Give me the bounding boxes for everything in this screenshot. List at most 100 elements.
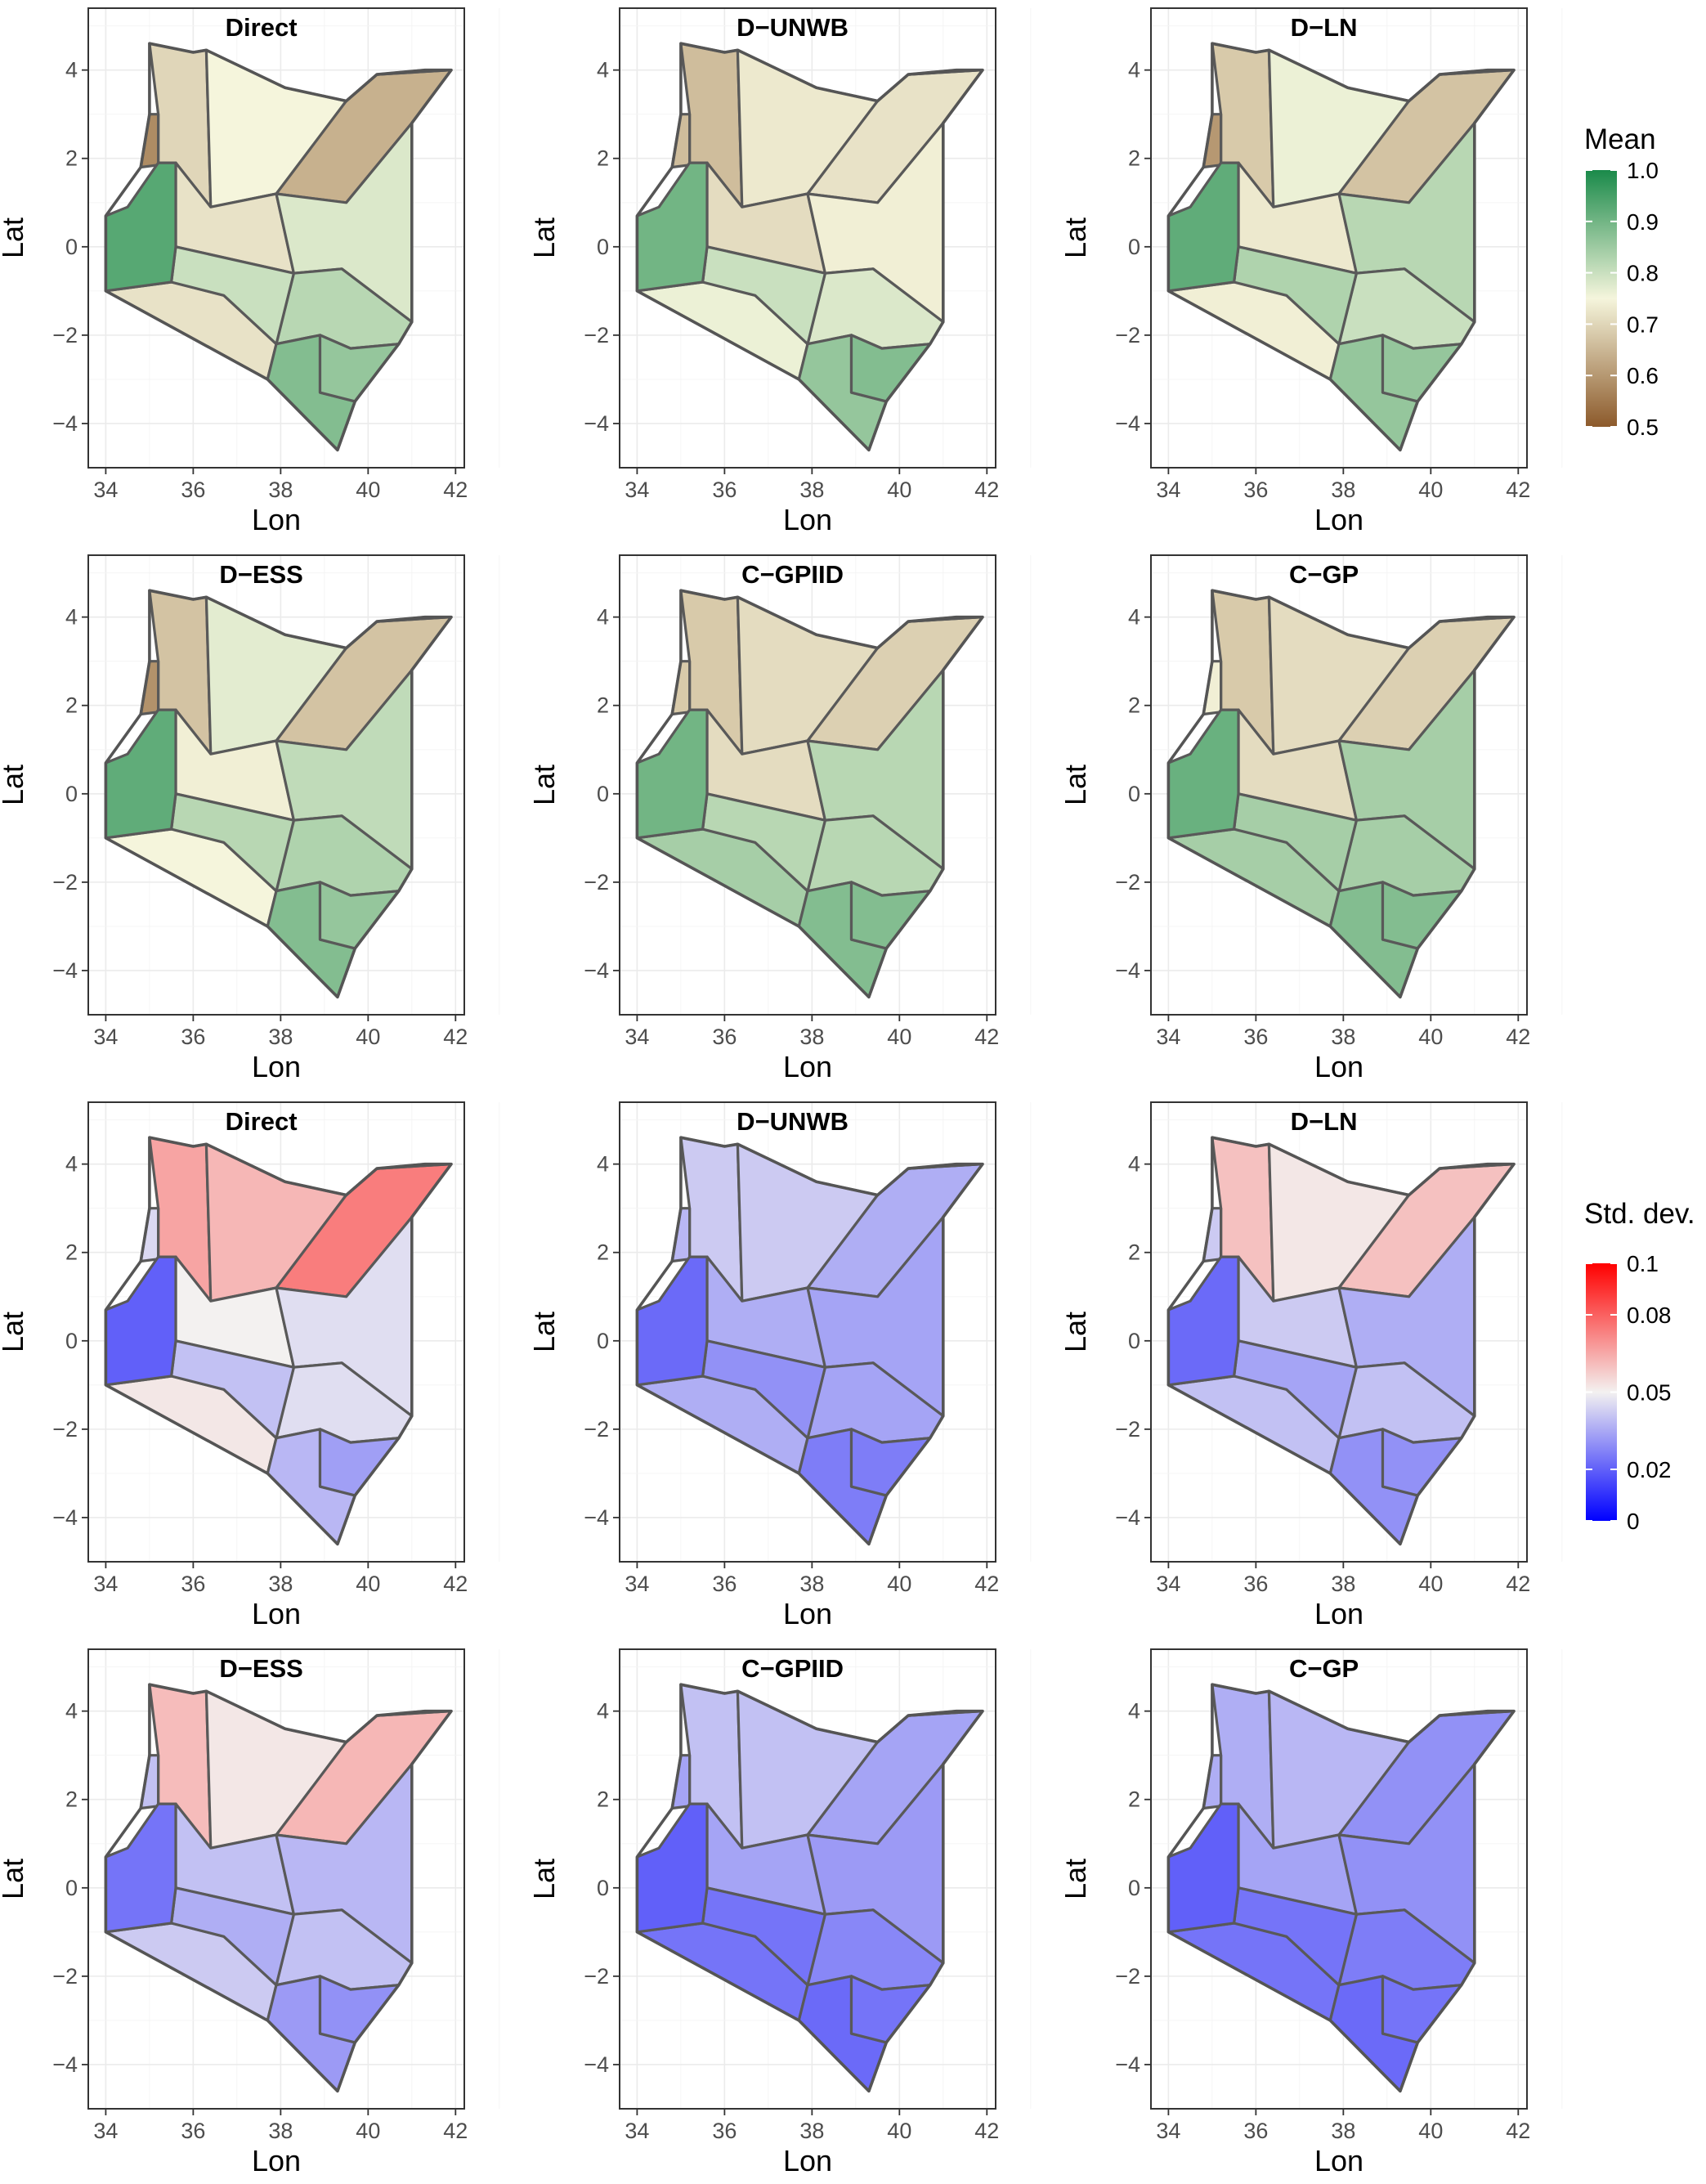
y-tick-label: 4 bbox=[1128, 58, 1140, 83]
legend-tick-label: 0.9 bbox=[1627, 209, 1659, 235]
y-tick-label: 4 bbox=[1128, 605, 1140, 630]
y-tick-label: −4 bbox=[52, 958, 78, 983]
y-tick-label: 2 bbox=[65, 1240, 78, 1265]
country-outline bbox=[1166, 1136, 1516, 1546]
x-tick-label: 40 bbox=[1418, 2119, 1443, 2143]
y-axis-title: Lat bbox=[0, 1312, 29, 1352]
map-panel: Direct 34 36 38 40 42 −4 −2 0 2 4 Lon Lat bbox=[0, 1101, 500, 1630]
country-outline bbox=[635, 1683, 984, 2093]
x-tick-label: 42 bbox=[974, 1572, 999, 1596]
y-tick-label: −4 bbox=[1115, 958, 1140, 983]
y-axis-title: Lat bbox=[0, 765, 29, 805]
region-highlands bbox=[635, 1255, 709, 1387]
y-tick-label: 0 bbox=[597, 782, 609, 806]
y-tick-label: 4 bbox=[597, 1699, 609, 1724]
kenya-map bbox=[635, 589, 984, 999]
panel-border bbox=[619, 1101, 996, 1563]
y-tick-label: 0 bbox=[65, 782, 78, 806]
map-panel: D−LN 34 36 38 40 42 −4 −2 0 2 4 Lon Lat bbox=[1059, 1101, 1563, 1630]
y-tick-label: 4 bbox=[597, 1152, 609, 1177]
y-tick-label: −4 bbox=[1115, 2052, 1140, 2077]
x-tick-label: 38 bbox=[799, 478, 824, 502]
x-tick-label: 38 bbox=[799, 1025, 824, 1049]
panel-title: D−LN bbox=[1291, 13, 1358, 42]
region-highlands bbox=[104, 1255, 177, 1387]
y-tick-label: 0 bbox=[65, 235, 78, 259]
x-tick-label: 38 bbox=[1331, 2119, 1355, 2143]
y-tick-label: 2 bbox=[597, 1787, 609, 1812]
y-tick-label: 0 bbox=[1128, 782, 1140, 806]
map-panel: Direct 34 36 38 40 42 −4 −2 0 2 4 Lon Lat bbox=[0, 7, 500, 536]
region-highlands bbox=[1166, 708, 1240, 840]
x-tick-label: 40 bbox=[887, 2119, 911, 2143]
kenya-map bbox=[1166, 1683, 1516, 2093]
country-outline bbox=[635, 42, 984, 452]
region-highlands bbox=[635, 161, 709, 293]
panel-border bbox=[619, 7, 996, 469]
x-tick-label: 42 bbox=[974, 2119, 999, 2143]
y-axis-title: Lat bbox=[1059, 1859, 1092, 1899]
x-tick-label: 36 bbox=[181, 1025, 205, 1049]
panel-title: Direct bbox=[226, 13, 298, 42]
region-highlands bbox=[1166, 1802, 1240, 1934]
y-axis-title: Lat bbox=[0, 218, 29, 258]
x-tick-label: 40 bbox=[1418, 1572, 1443, 1596]
x-tick-label: 34 bbox=[1156, 478, 1180, 502]
x-axis-title: Lon bbox=[1314, 1597, 1363, 1630]
panel-border bbox=[87, 1101, 465, 1563]
y-tick-label: 2 bbox=[65, 693, 78, 718]
y-axis-title: Lat bbox=[0, 1859, 29, 1899]
x-tick-label: 38 bbox=[268, 1572, 293, 1596]
region-highlands bbox=[104, 1802, 177, 1934]
x-tick-label: 34 bbox=[93, 2119, 118, 2143]
region-highlands bbox=[1166, 161, 1240, 293]
x-tick-label: 36 bbox=[181, 2119, 205, 2143]
legend-tick-label: 0.02 bbox=[1627, 1457, 1672, 1482]
y-axis-title: Lat bbox=[527, 218, 561, 258]
x-tick-label: 42 bbox=[443, 1025, 468, 1049]
y-tick-label: −4 bbox=[52, 2052, 78, 2077]
y-tick-label: −2 bbox=[52, 323, 78, 348]
x-tick-label: 42 bbox=[974, 1025, 999, 1049]
x-tick-label: 34 bbox=[93, 1025, 118, 1049]
legend-tick-label: 0.8 bbox=[1627, 261, 1659, 286]
x-tick-label: 40 bbox=[1418, 1025, 1443, 1049]
x-tick-label: 38 bbox=[268, 1025, 293, 1049]
x-tick-label: 40 bbox=[356, 2119, 380, 2143]
x-tick-label: 34 bbox=[625, 1572, 649, 1596]
x-tick-label: 36 bbox=[712, 478, 737, 502]
panel-title: D−LN bbox=[1291, 1107, 1358, 1136]
y-tick-label: −2 bbox=[1115, 870, 1140, 895]
map-panel: C−GP 34 36 38 40 42 −4 −2 0 2 4 Lon Lat bbox=[1059, 1648, 1563, 2177]
y-tick-label: 2 bbox=[1128, 146, 1140, 171]
kenya-map bbox=[1166, 1136, 1516, 1546]
x-axis-title: Lon bbox=[252, 1597, 301, 1630]
mean-legend: Mean 1.0 0.9 0.8 0.7 0.6 0.5 bbox=[1584, 123, 1659, 440]
kenya-map bbox=[635, 1136, 984, 1546]
x-tick-label: 42 bbox=[1506, 1572, 1530, 1596]
legend-colorbar bbox=[1586, 170, 1617, 427]
legend-tick-label: 0.6 bbox=[1627, 363, 1659, 388]
region-highlands bbox=[635, 1802, 709, 1934]
legend-tick-label: 0.08 bbox=[1627, 1303, 1672, 1328]
y-tick-label: 4 bbox=[597, 58, 609, 83]
y-tick-label: −4 bbox=[584, 1505, 609, 1530]
x-tick-label: 36 bbox=[1243, 1572, 1268, 1596]
y-tick-label: −2 bbox=[52, 870, 78, 895]
panel-title: D−ESS bbox=[219, 1654, 303, 1683]
kenya-map bbox=[1166, 589, 1516, 999]
y-axis-title: Lat bbox=[527, 1312, 561, 1352]
x-tick-label: 40 bbox=[887, 1025, 911, 1049]
panel-border bbox=[1150, 7, 1528, 469]
x-tick-label: 38 bbox=[799, 2119, 824, 2143]
map-panel: D−UNWB 34 36 38 40 42 −4 −2 0 2 4 Lon Lat bbox=[527, 1101, 1032, 1630]
y-tick-label: 2 bbox=[1128, 693, 1140, 718]
kenya-map bbox=[104, 589, 453, 999]
y-tick-label: −2 bbox=[584, 1417, 609, 1442]
x-tick-label: 42 bbox=[443, 1572, 468, 1596]
y-tick-label: 4 bbox=[65, 605, 78, 630]
y-tick-label: 2 bbox=[65, 146, 78, 171]
x-tick-label: 38 bbox=[1331, 1572, 1355, 1596]
x-tick-label: 34 bbox=[625, 478, 649, 502]
y-tick-label: 0 bbox=[1128, 1876, 1140, 1900]
